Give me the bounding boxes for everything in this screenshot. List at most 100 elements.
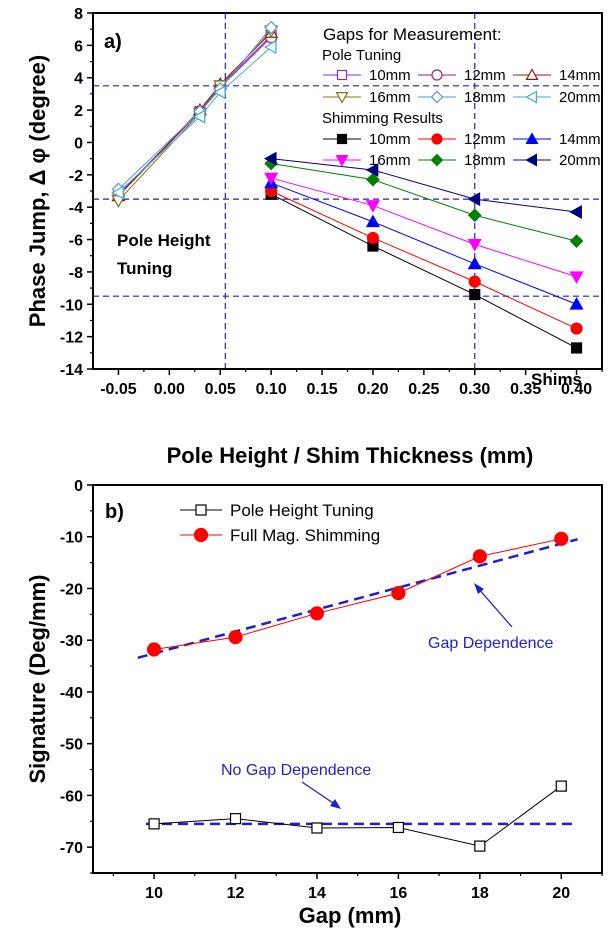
legend-label: 18mm xyxy=(464,89,506,106)
x-tick-label: 0.15 xyxy=(306,381,337,398)
x-tick-label: 14 xyxy=(308,885,326,902)
data-point xyxy=(469,258,481,269)
series-line xyxy=(271,194,576,348)
arrowhead-no-gap-dependence xyxy=(330,799,341,809)
legend-marker xyxy=(196,505,206,515)
y-tick-label: -6 xyxy=(69,233,83,250)
legend-marker xyxy=(337,156,348,166)
legend-group-pole-tuning: Pole Tuning xyxy=(322,47,401,64)
x-tick-label: 0.20 xyxy=(357,381,388,398)
legend-marker xyxy=(527,155,537,166)
y-tick-label: -12 xyxy=(60,330,83,347)
data-point xyxy=(473,550,486,563)
panel-b-label: b) xyxy=(105,501,124,523)
x-tick-label: 16 xyxy=(390,885,408,902)
y-tick-label: 8 xyxy=(74,6,83,23)
legend-marker xyxy=(527,134,538,144)
y-tick-label: 0 xyxy=(74,135,83,152)
legend-label: 20mm xyxy=(559,152,601,169)
annotation-gap-dependence: Gap Dependence xyxy=(428,635,554,652)
y-tick-label: -40 xyxy=(60,685,83,702)
annotation-no-gap-dependence: No Gap Dependence xyxy=(221,762,371,779)
y-tick-label: 6 xyxy=(74,38,83,55)
panel-b-y-axis-title: Signature (Deg/mm) xyxy=(25,574,50,783)
x-tick-label: 0.30 xyxy=(459,381,490,398)
panel-a-annotation-pole-height-line2: Tuning xyxy=(117,259,172,278)
data-point xyxy=(312,823,322,833)
data-point xyxy=(392,587,405,600)
panel-a-series xyxy=(112,22,582,353)
data-point xyxy=(475,841,485,851)
data-point xyxy=(571,323,582,334)
series-line xyxy=(271,191,576,329)
panel-b-legend: Pole Height Tuning Full Mag. Shimming xyxy=(180,501,380,545)
data-point xyxy=(571,235,583,247)
x-tick-label: -0.05 xyxy=(100,381,137,398)
y-tick-label: -70 xyxy=(60,840,83,857)
data-point xyxy=(469,209,481,221)
data-point xyxy=(148,643,161,656)
y-tick-label: -60 xyxy=(60,788,83,805)
legend-marker xyxy=(527,92,537,103)
data-point xyxy=(310,607,323,620)
shimming-series-16mm xyxy=(265,173,582,283)
panel-a-reference-lines xyxy=(93,13,602,369)
legend-label: Full Mag. Shimming xyxy=(230,526,380,545)
data-point xyxy=(555,532,568,545)
panel-b: 10 12 14 16 18 20-70-60-50-40-30-20-100 b) Po… xyxy=(25,478,602,928)
legend-label: 10mm xyxy=(369,131,411,148)
legend-entry-1: Full Mag. Shimming xyxy=(180,526,380,545)
series-line xyxy=(271,159,576,212)
panel-b-series xyxy=(148,532,568,851)
arrow-no-gap-dependence xyxy=(302,782,336,805)
legend-title: Gaps for Measurement: xyxy=(323,25,502,44)
panel-b-x-axis-title: Gap (mm) xyxy=(299,903,402,928)
series-line xyxy=(154,786,561,846)
legend-group-shimming: Shimming Results xyxy=(322,110,443,127)
y-tick-label: -50 xyxy=(60,737,83,754)
data-point xyxy=(572,343,582,353)
x-tick-label: 10 xyxy=(145,885,163,902)
x-tick-label: 0.10 xyxy=(256,381,287,398)
legend-marker xyxy=(432,155,443,166)
pole-tuning-legend-12mm: 12mm xyxy=(418,67,506,84)
legend-label: 14mm xyxy=(559,67,601,84)
legend-label: 12mm xyxy=(464,67,506,84)
legend-marker xyxy=(195,529,208,542)
data-point xyxy=(149,819,159,829)
data-point xyxy=(470,290,480,300)
shimming-legend-12mm: 12mm xyxy=(418,131,506,148)
data-point xyxy=(265,173,277,184)
y-tick-label: 4 xyxy=(74,71,83,88)
y-tick-label: -10 xyxy=(60,297,83,314)
x-tick-label: 0.25 xyxy=(408,381,439,398)
data-point xyxy=(469,240,481,251)
pole-tuning-legend-14mm: 14mm xyxy=(513,67,601,84)
legend-label: 18mm xyxy=(464,152,506,169)
shimming-series-12mm xyxy=(266,186,582,335)
data-point xyxy=(231,814,241,824)
legend-marker xyxy=(432,92,443,103)
series-line xyxy=(154,539,561,650)
legend-label: 20mm xyxy=(559,89,601,106)
data-point xyxy=(571,272,583,283)
x-tick-label: 0.05 xyxy=(205,381,236,398)
legend-label: 16mm xyxy=(369,89,411,106)
panel-a-x-axis-title: Pole Height / Shim Thickness (mm) xyxy=(167,443,534,468)
legend-marker xyxy=(337,93,348,103)
y-tick-label: -8 xyxy=(69,265,83,282)
panel-a-annotation-pole-height-line1: Pole Height xyxy=(117,231,211,250)
shimming-legend-14mm: 14mm xyxy=(513,131,601,148)
legend-marker xyxy=(432,70,442,80)
panel-a-legend: Gaps for Measurement: Pole Tuning Shimmi… xyxy=(322,25,601,169)
legend-marker xyxy=(527,70,538,80)
panel-a: -0.05 0.00 0.05 0.10 0.15 0.20 0.25 0.30 0.35 0.4… xyxy=(25,6,602,468)
legend-label: 16mm xyxy=(369,152,411,169)
y-tick-label: -2 xyxy=(69,168,83,185)
series-line xyxy=(118,47,271,193)
y-tick-label: 2 xyxy=(74,103,83,120)
series-line xyxy=(271,178,576,277)
pole-tuning-legend-16mm: 16mm xyxy=(323,89,411,106)
arrow-gap-dependence xyxy=(477,587,512,627)
